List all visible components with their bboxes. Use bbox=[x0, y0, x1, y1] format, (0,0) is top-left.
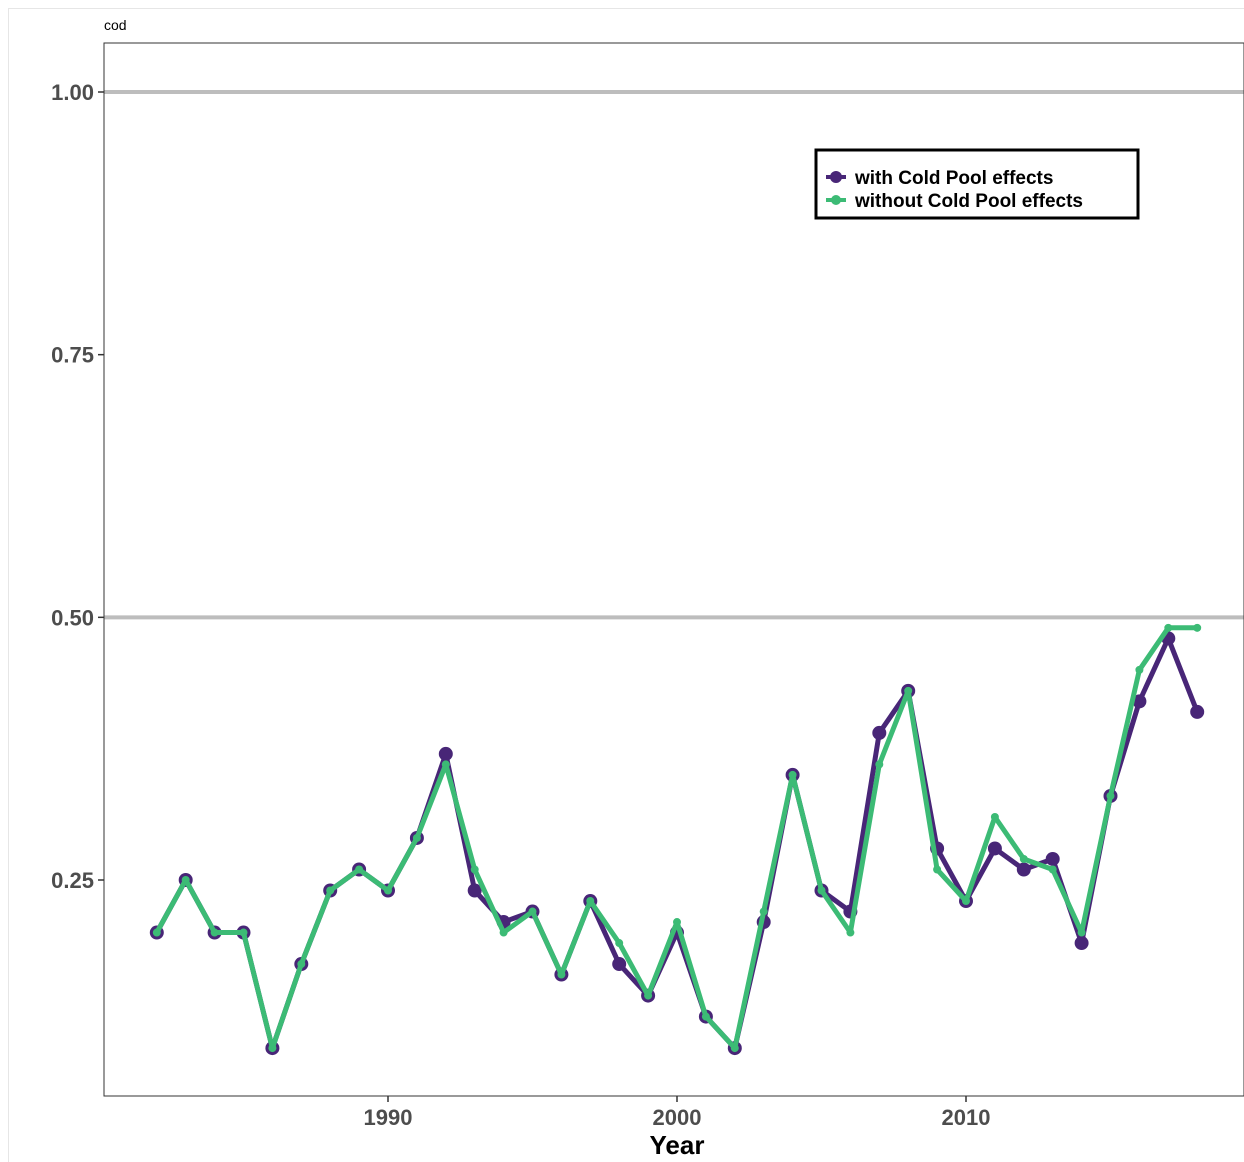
data-point-with bbox=[1190, 704, 1205, 719]
x-axis-title: Year bbox=[650, 1130, 705, 1160]
y-tick-label: 1.00 bbox=[51, 80, 94, 105]
data-point-without bbox=[499, 928, 508, 937]
data-point-without bbox=[673, 918, 681, 927]
data-point-without bbox=[962, 897, 970, 906]
data-point-with bbox=[612, 957, 627, 972]
y-axis-ticks: 0.25 0.50 0.75 1.00 bbox=[51, 80, 104, 893]
data-point-with bbox=[438, 746, 453, 761]
data-point-with bbox=[1074, 936, 1089, 951]
data-point-without bbox=[384, 886, 392, 895]
y-tick-label: 0.50 bbox=[51, 605, 94, 630]
data-point-without bbox=[1077, 928, 1086, 937]
plot-panel-border bbox=[103, 42, 1244, 1097]
data-point-without bbox=[355, 865, 364, 874]
panel-title: cod bbox=[104, 17, 127, 33]
data-point-without bbox=[210, 928, 219, 937]
series-group bbox=[149, 623, 1205, 1056]
data-point-without bbox=[759, 907, 768, 916]
data-point-without bbox=[1193, 623, 1202, 632]
data-point-without bbox=[1135, 665, 1144, 674]
data-point-without bbox=[297, 960, 306, 969]
data-point-without bbox=[1048, 865, 1057, 874]
x-tick-label: 2000 bbox=[653, 1105, 702, 1130]
legend-label-with: with Cold Pool effects bbox=[854, 168, 1053, 189]
legend-label-without: without Cold Pool effects bbox=[854, 191, 1083, 212]
data-point-without bbox=[701, 1012, 710, 1021]
data-point-without bbox=[788, 770, 797, 779]
data-point-with bbox=[1045, 851, 1060, 866]
y-tick-label: 0.25 bbox=[51, 868, 94, 893]
data-point-without bbox=[152, 928, 161, 937]
data-point-without bbox=[730, 1044, 739, 1053]
data-point-without bbox=[817, 886, 826, 895]
data-point-without bbox=[1019, 854, 1028, 863]
data-point-without bbox=[875, 760, 884, 769]
data-point-with bbox=[1132, 694, 1147, 709]
reference-lines bbox=[104, 90, 1244, 620]
data-point-without bbox=[268, 1044, 277, 1053]
legend: with Cold Pool effects without Cold Pool… bbox=[814, 148, 1140, 220]
data-point-without bbox=[441, 760, 450, 769]
data-point-without bbox=[528, 907, 537, 916]
data-point-with bbox=[987, 841, 1002, 856]
data-point-without bbox=[1164, 623, 1173, 632]
x-tick-label: 2010 bbox=[942, 1105, 991, 1130]
x-tick-label: 1990 bbox=[364, 1105, 413, 1130]
data-point-without bbox=[239, 928, 248, 937]
data-point-without bbox=[846, 928, 855, 937]
series-line-without bbox=[154, 625, 1200, 1051]
series-line-with bbox=[154, 635, 1200, 1051]
data-point-with bbox=[1016, 862, 1031, 877]
data-point-without bbox=[557, 970, 566, 979]
data-point-without bbox=[412, 833, 421, 842]
data-point-without bbox=[1106, 791, 1115, 800]
data-point-without bbox=[181, 876, 190, 884]
legend-key-with-point bbox=[830, 171, 842, 183]
data-point-without bbox=[644, 991, 653, 1000]
data-point-without bbox=[586, 897, 595, 906]
data-point-without bbox=[615, 939, 624, 948]
data-point-without bbox=[933, 865, 942, 874]
y-tick-label: 0.75 bbox=[51, 343, 94, 368]
data-point-with bbox=[467, 883, 482, 898]
legend-key-without-point bbox=[831, 195, 841, 205]
x-axis-ticks: 1990 2000 2010 bbox=[364, 1096, 991, 1130]
data-point-with bbox=[872, 725, 887, 740]
data-point-without bbox=[326, 886, 335, 895]
data-point-without bbox=[990, 812, 999, 821]
legend-box bbox=[814, 148, 1140, 220]
figure-frame bbox=[8, 8, 1244, 1162]
data-point-without bbox=[904, 686, 913, 695]
data-point-without bbox=[470, 865, 479, 874]
